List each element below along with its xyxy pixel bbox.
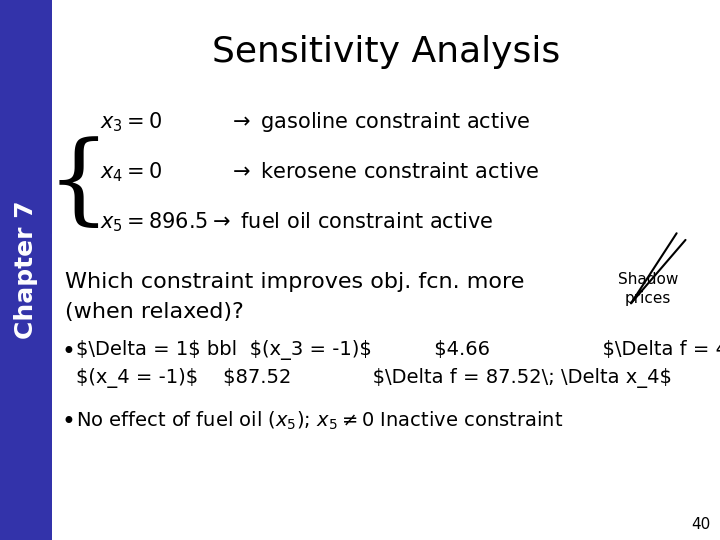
Text: Chapter 7: Chapter 7 bbox=[14, 201, 38, 339]
Text: •: • bbox=[61, 340, 75, 364]
Text: •: • bbox=[61, 410, 75, 434]
Text: Shadow
prices: Shadow prices bbox=[618, 272, 678, 306]
Text: $x_4 = 0$          $\rightarrow$ kerosene constraint active: $x_4 = 0$ $\rightarrow$ kerosene constra… bbox=[100, 160, 539, 184]
Text: 40: 40 bbox=[690, 517, 710, 532]
Text: $x_3 = 0$          $\rightarrow$ gasoline constraint active: $x_3 = 0$ $\rightarrow$ gasoline constra… bbox=[100, 110, 531, 134]
Bar bbox=[0, 0, 52, 540]
Text: $\Delta = 1$ bbl  $(x_3 = -1)$          $4.66                  $\Delta f = 4.66\: $\Delta = 1$ bbl $(x_3 = -1)$ $4.66 $\De… bbox=[76, 340, 720, 360]
Text: Sensitivity Analysis: Sensitivity Analysis bbox=[212, 35, 560, 69]
Text: {: { bbox=[46, 137, 110, 233]
Text: $x_5 = 896.5 \rightarrow$ fuel oil constraint active: $x_5 = 896.5 \rightarrow$ fuel oil const… bbox=[100, 210, 493, 234]
Text: Which constraint improves obj. fcn. more: Which constraint improves obj. fcn. more bbox=[65, 272, 524, 292]
Text: (when relaxed)?: (when relaxed)? bbox=[65, 302, 244, 322]
Text: No effect of fuel oil $(x_5)$; $x_5 \neq 0$ Inactive constraint: No effect of fuel oil $(x_5)$; $x_5 \neq… bbox=[76, 410, 563, 433]
Text: $(x_4 = -1)$    $87.52             $\Delta f = 87.52\; \Delta x_4$: $(x_4 = -1)$ $87.52 $\Delta f = 87.52\; … bbox=[76, 368, 672, 388]
